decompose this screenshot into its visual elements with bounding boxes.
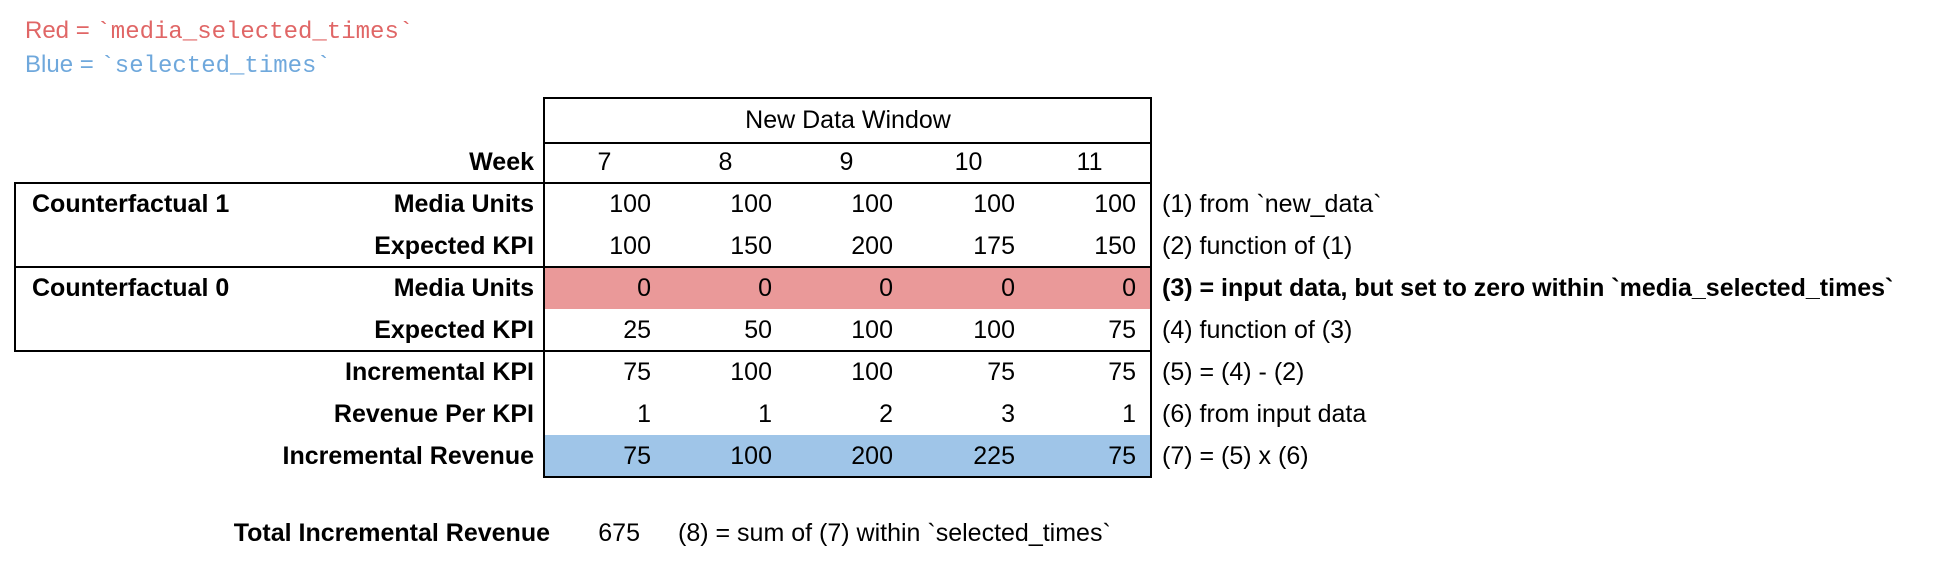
table-cell: 75 [987, 358, 1015, 386]
table-cell: 150 [730, 232, 772, 260]
table-cell: 200 [851, 232, 893, 260]
table-cell-blue: 225 [973, 442, 1015, 470]
table-border-right [1150, 97, 1152, 478]
table-border-cf1-top [14, 182, 1152, 184]
table-cell: 100 [609, 190, 651, 218]
group-label-counterfactual-1: Counterfactual 1 [32, 190, 230, 218]
group-label-counterfactual-0: Counterfactual 0 [32, 274, 230, 302]
legend-blue-code: `selected_times` [100, 53, 331, 80]
table-cell-red: 0 [1122, 274, 1136, 302]
step-note-5: (5) = (4) - (2) [1162, 358, 1305, 386]
legend-red-line: Red = `media_selected_times` [25, 14, 413, 48]
table-cell: 175 [973, 232, 1015, 260]
row-label-incremental-revenue: Incremental Revenue [282, 442, 535, 470]
table-cell: 75 [1108, 316, 1136, 344]
step-note-8: (8) = sum of (7) within `selected_times` [678, 519, 1111, 547]
table-cell-blue: 200 [851, 442, 893, 470]
table-cell: 100 [973, 190, 1015, 218]
row-label-revenue-per-kpi: Revenue Per KPI [333, 400, 534, 428]
week-value: 7 [597, 148, 612, 176]
week-value: 11 [1076, 148, 1103, 176]
row-label-media-units-cf0: Media Units [393, 274, 534, 302]
table-cell: 100 [1094, 190, 1136, 218]
media-selected-times-highlight [545, 268, 1150, 309]
table-cell: 100 [973, 316, 1015, 344]
week-value: 9 [839, 148, 854, 176]
table-border-header-bottom [543, 142, 1152, 144]
table-cell-red: 0 [637, 274, 651, 302]
table-cell: 100 [851, 358, 893, 386]
step-note-3: (3) = input data, but set to zero within… [1162, 274, 1894, 302]
table-cell: 100 [730, 358, 772, 386]
table-cell: 1 [637, 400, 651, 428]
table-cell: 1 [1122, 400, 1136, 428]
table-cell: 50 [744, 316, 772, 344]
row-label-incremental-kpi: Incremental KPI [345, 358, 534, 386]
week-value: 10 [954, 148, 983, 176]
step-note-7: (7) = (5) x (6) [1162, 442, 1309, 470]
table-cell: 25 [623, 316, 651, 344]
table-border-cf0-bottom [14, 350, 1152, 352]
table-border-cf0-top [14, 266, 1152, 268]
table-cell-blue: 75 [623, 442, 651, 470]
table-cell-red: 0 [1001, 274, 1015, 302]
table-cell: 100 [851, 190, 893, 218]
step-note-4: (4) function of (3) [1162, 316, 1353, 344]
week-value: 8 [718, 148, 733, 176]
step-note-2: (2) function of (1) [1162, 232, 1353, 260]
table-cell-blue: 100 [730, 442, 772, 470]
row-label-expected-kpi-cf1: Expected KPI [374, 232, 534, 260]
table-cell: 100 [609, 232, 651, 260]
table-cell-red: 0 [758, 274, 772, 302]
step-note-6: (6) from input data [1162, 400, 1367, 428]
legend-blue-line: Blue = `selected_times` [25, 48, 331, 82]
legend-red-label: Red = [25, 17, 97, 44]
table-header: New Data Window [745, 106, 951, 134]
legend-blue-label: Blue = [25, 51, 101, 78]
row-label-expected-kpi-cf0: Expected KPI [374, 316, 534, 344]
table-cell: 100 [851, 316, 893, 344]
week-row-label: Week [469, 148, 534, 176]
legend-red-code: `media_selected_times` [96, 19, 414, 46]
table-cell: 75 [1108, 358, 1136, 386]
table-border-left [14, 182, 16, 352]
table-cell: 2 [879, 400, 893, 428]
table-cell: 100 [730, 190, 772, 218]
table-border-header-top [543, 97, 1152, 99]
table-cell: 1 [758, 400, 772, 428]
table-cell: 75 [623, 358, 651, 386]
table-border-label-divider [543, 97, 545, 478]
table-cell: 3 [1001, 400, 1015, 428]
table-cell: 150 [1094, 232, 1136, 260]
total-incremental-revenue-value: 675 [598, 519, 640, 547]
step-note-1: (1) from `new_data` [1162, 190, 1382, 218]
table-border-bottom [543, 476, 1152, 478]
table-cell-blue: 75 [1108, 442, 1136, 470]
row-label-media-units-cf1: Media Units [393, 190, 534, 218]
total-incremental-revenue-label: Total Incremental Revenue [233, 519, 550, 547]
table-cell-red: 0 [879, 274, 893, 302]
selected-times-highlight [545, 435, 1150, 476]
